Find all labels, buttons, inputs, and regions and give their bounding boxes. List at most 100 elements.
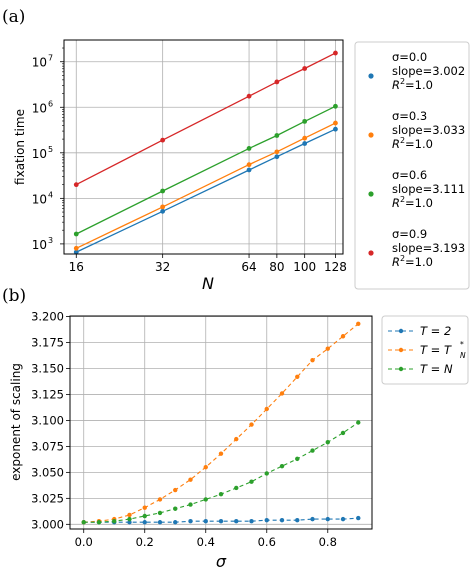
panel-a-legend-sigma: σ=0.0 — [392, 50, 427, 64]
panel-a-point — [302, 66, 308, 71]
panel-a-ytick-base: 10 — [32, 192, 47, 206]
panel-a-xlabel: N — [202, 274, 214, 293]
panel-b-legend-sub: N — [460, 351, 466, 360]
panel-b-point — [188, 477, 193, 482]
panel-b-point — [127, 516, 132, 522]
panel-a-series — [73, 50, 338, 255]
panel-b-point — [356, 515, 361, 521]
panel-b-point — [142, 513, 147, 519]
panel-a-ytick-base: 10 — [32, 101, 47, 115]
panel-b-point — [218, 491, 224, 497]
panel-a-point — [73, 245, 79, 251]
panel-b-point — [264, 471, 269, 476]
panel-b-point — [249, 519, 254, 524]
panel-b-point — [310, 357, 315, 363]
panel-a-point — [246, 162, 252, 168]
panel-a-point — [160, 188, 166, 194]
panel-a-legend-marker — [368, 191, 374, 197]
panel-a-ytick-exponent: 4 — [48, 190, 53, 199]
panel-b-ytick-label: 3.075 — [31, 439, 64, 453]
panel-b-xtick-label: 0.4 — [197, 535, 215, 549]
panel-a-ytick-exponent: 6 — [48, 99, 53, 108]
panel-b-point — [325, 346, 330, 351]
panel-a-legend-marker — [368, 250, 374, 256]
panel-a-point — [333, 50, 338, 56]
panel-b-ytick-label: 3.050 — [31, 465, 64, 479]
panel-a-ytick-base: 10 — [32, 56, 47, 70]
panel-b-point — [279, 391, 285, 396]
panel-a-ytick-exponent: 5 — [48, 145, 53, 154]
panel-b-point — [81, 520, 86, 525]
panel-b-point — [264, 517, 269, 523]
panel-a-legend-rval: =1.0 — [405, 78, 433, 92]
panel-a-point — [160, 204, 166, 210]
panel-b-point — [279, 463, 285, 469]
panel-b-point — [188, 519, 193, 524]
panel-a-series-line-1 — [76, 122, 336, 249]
panel-a-legend-r: R — [392, 196, 400, 210]
panel-b-point — [325, 516, 330, 522]
panel-a-point — [274, 133, 280, 138]
panel-a-legend-box — [354, 41, 470, 290]
panel-b-axes-frame — [69, 315, 373, 530]
panel-b-ticks: 0.0 0.2 0.4 0.6 0.8 3.000 3.025 3.050 3.075 3.100… — [31, 310, 337, 549]
panel-b-point — [203, 519, 208, 524]
panel-b-point — [173, 487, 178, 493]
panel-b-xtick-label: 0.8 — [319, 535, 337, 549]
panel-b-point — [264, 406, 269, 412]
panel-a-point — [302, 141, 308, 146]
panel-a-axes-frame — [63, 39, 344, 255]
panel-a-point — [246, 145, 252, 151]
panel-a-legend-r: R — [392, 137, 400, 151]
panel-b-xtick-label: 0.6 — [258, 535, 276, 549]
panel-a-point — [160, 137, 166, 143]
panel-a-point — [73, 249, 79, 255]
panel-a-point — [302, 135, 308, 141]
panel-b-point — [142, 505, 147, 510]
panel-b-point — [295, 517, 300, 523]
panel-a-xtick-label: 32 — [155, 260, 170, 274]
panel-a-point — [246, 167, 252, 173]
panel-a-legend-slope: slope=3.002 — [392, 64, 465, 78]
panel-a-point — [274, 79, 280, 85]
panel-b-ytick-label: 3.125 — [31, 387, 64, 401]
panel-b-point — [96, 520, 102, 525]
panel-a-ytick-exponent: 7 — [48, 54, 53, 63]
panel-a-xtick-label: 100 — [293, 260, 316, 274]
panel-a-point — [73, 231, 79, 237]
panel-a-legend-slope: slope=3.033 — [392, 123, 465, 137]
panel-b-point — [310, 448, 315, 453]
panel-a-legend-r-sup: 2 — [400, 195, 405, 204]
panel-a-point — [160, 208, 166, 214]
panel-a-legend-sigma: σ=0.6 — [392, 168, 427, 182]
panel-a-series-line-2 — [76, 105, 336, 235]
panel-b-point — [295, 374, 300, 379]
panel-a-point — [333, 126, 338, 132]
panel-b-point — [295, 456, 300, 462]
panel-b-point — [340, 516, 346, 522]
panel-a-legend-sigma: σ=0.3 — [392, 109, 427, 123]
panel-b-point — [173, 520, 178, 525]
panel-b-point — [127, 512, 132, 518]
panel-a-legend-marker — [368, 73, 374, 79]
panel-b-legend-label: T = 2 — [420, 324, 451, 338]
panel-b-grid — [70, 316, 372, 529]
panel-b-point — [234, 485, 239, 491]
panel-b-point — [340, 430, 346, 436]
panel-a-grid — [64, 40, 343, 254]
panel-a-legend-slope: slope=3.193 — [392, 241, 465, 255]
panel-a-legend-r: R — [392, 78, 400, 92]
panel-b-xtick-label: 0.0 — [75, 535, 93, 549]
panel-a-point — [73, 182, 79, 188]
panel-a-legend-r-sup: 2 — [400, 136, 405, 145]
panel-b-point — [203, 497, 208, 502]
panel-b-series — [81, 321, 361, 525]
panel-b-xlabel: σ — [216, 552, 227, 571]
panel-a-point — [333, 103, 338, 109]
panel-a-legend-rval: =1.0 — [405, 137, 433, 151]
panel-a-point — [302, 118, 308, 124]
panel-b-point — [249, 479, 254, 484]
panel-b-legend-label: T = T — [420, 343, 452, 357]
